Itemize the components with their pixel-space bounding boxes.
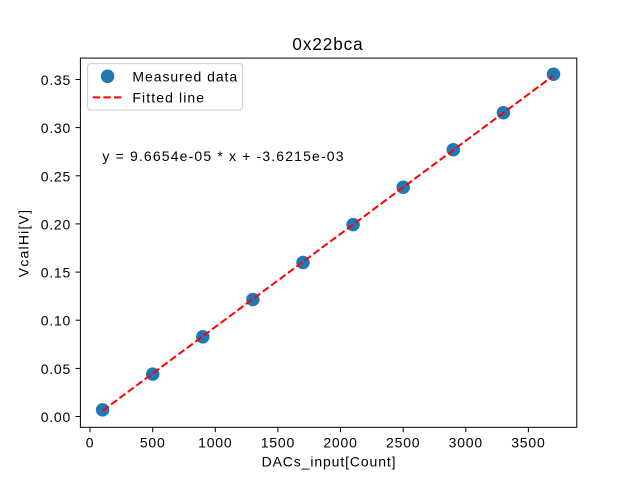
svg-text:0: 0 [86, 434, 95, 450]
svg-text:0.25: 0.25 [41, 168, 71, 184]
svg-text:3000: 3000 [449, 434, 483, 450]
svg-text:Fitted line: Fitted line [132, 90, 205, 106]
svg-text:Measured data: Measured data [132, 69, 238, 85]
svg-text:0.00: 0.00 [41, 409, 71, 425]
svg-text:1500: 1500 [261, 434, 295, 450]
svg-text:2500: 2500 [386, 434, 420, 450]
svg-text:DACs_input[Count]: DACs_input[Count] [262, 454, 397, 470]
svg-text:VcalHi[V]: VcalHi[V] [16, 209, 32, 277]
svg-text:0x22bca: 0x22bca [292, 35, 363, 54]
svg-text:2000: 2000 [323, 434, 357, 450]
svg-text:0.05: 0.05 [41, 361, 71, 377]
svg-text:y = 9.6654e-05 * x + -3.6215e-: y = 9.6654e-05 * x + -3.6215e-03 [102, 148, 344, 164]
svg-text:0.20: 0.20 [41, 216, 71, 232]
svg-text:1000: 1000 [198, 434, 232, 450]
svg-text:3500: 3500 [511, 434, 545, 450]
svg-text:0.30: 0.30 [41, 120, 71, 136]
svg-text:0.10: 0.10 [41, 313, 71, 329]
svg-text:500: 500 [140, 434, 166, 450]
svg-text:0.35: 0.35 [41, 72, 71, 88]
svg-text:0.15: 0.15 [41, 265, 71, 281]
